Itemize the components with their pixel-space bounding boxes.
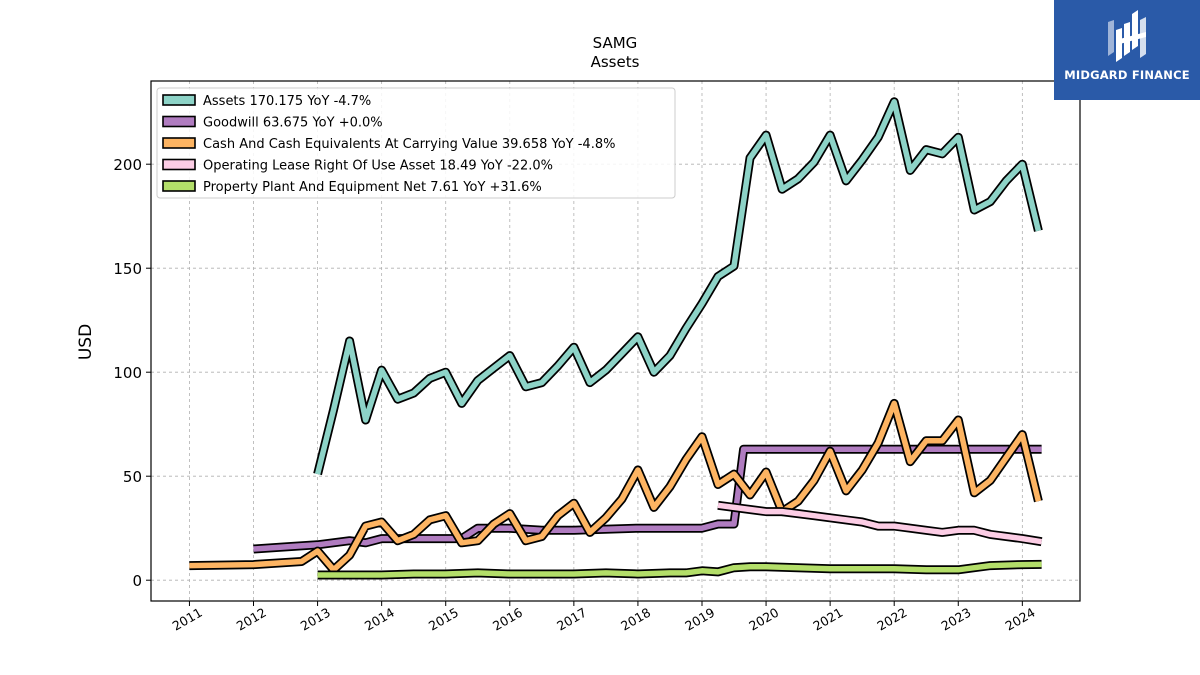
series-assets	[313, 97, 1043, 476]
legend-label: Assets 170.175 YoY -4.7%	[203, 94, 371, 109]
series-line	[314, 99, 1042, 475]
series-line	[253, 446, 1042, 552]
series-line	[717, 502, 1043, 545]
series-operating-lease-right-of-use-asset	[717, 500, 1043, 547]
legend-swatch	[162, 94, 196, 106]
legend-swatch	[162, 115, 196, 128]
brand-name: MIDGARD FINANCE	[1064, 68, 1190, 82]
legend-swatch	[162, 158, 196, 171]
y-tick-label: 150	[113, 260, 142, 278]
series-layer	[189, 97, 1043, 580]
x-tick-label: 2011	[170, 605, 205, 634]
legend-label: Property Plant And Equipment Net 7.61 Yo…	[203, 180, 542, 195]
y-tick-label: 0	[132, 572, 142, 590]
x-tick-label: 2024	[1003, 605, 1038, 634]
y-ticks: 0 50 100 150 200	[113, 156, 151, 590]
x-tick-label: 2013	[298, 605, 333, 634]
x-ticks: 2011 2012 2013 2014 2015 2016 2017 2018 2019 2020…	[170, 601, 1038, 634]
y-tick-label: 200	[113, 156, 142, 174]
grid	[151, 81, 1080, 601]
brand-logo: MIDGARD FINANCE	[1054, 0, 1200, 100]
series-property-plant-and-equipment-net	[317, 559, 1042, 580]
series-cash-and-cash-equivalents-at-carrying-value	[189, 398, 1043, 575]
legend-label: Goodwill 63.675 YoY +0.0%	[203, 116, 383, 131]
logo-mark-icon	[1108, 10, 1146, 62]
legend-swatch	[162, 180, 196, 192]
y-tick-label: 50	[123, 468, 142, 486]
legend-swatch	[162, 137, 196, 149]
x-tick-label: 2019	[682, 605, 717, 634]
legend-label: Cash And Cash Equivalents At Carrying Va…	[203, 137, 615, 152]
x-tick-label: 2020	[746, 605, 781, 634]
legend: Assets 170.175 YoY -4.7% Goodwill 63.675 …	[156, 87, 676, 199]
legend-label: Operating Lease Right Of Use Asset 18.49…	[203, 159, 553, 174]
y-axis-label: USD	[76, 324, 96, 360]
x-tick-label: 2023	[938, 605, 973, 634]
x-tick-label: 2014	[362, 605, 397, 634]
legend-box	[156, 87, 676, 199]
axes-frame	[150, 80, 1081, 602]
x-tick-label: 2021	[810, 605, 845, 634]
x-tick-label: 2015	[426, 605, 461, 634]
chart-subtitle: Assets	[591, 53, 640, 71]
x-tick-label: 2016	[490, 605, 525, 634]
x-tick-label: 2012	[234, 605, 269, 634]
chart-title: SAMG	[593, 34, 638, 52]
series-line	[317, 561, 1042, 578]
x-tick-label: 2018	[618, 605, 653, 634]
x-tick-label: 2022	[874, 605, 909, 634]
series-goodwill	[253, 444, 1042, 554]
series-line	[189, 400, 1042, 573]
x-tick-label: 2017	[554, 605, 589, 634]
y-tick-label: 100	[113, 364, 142, 382]
